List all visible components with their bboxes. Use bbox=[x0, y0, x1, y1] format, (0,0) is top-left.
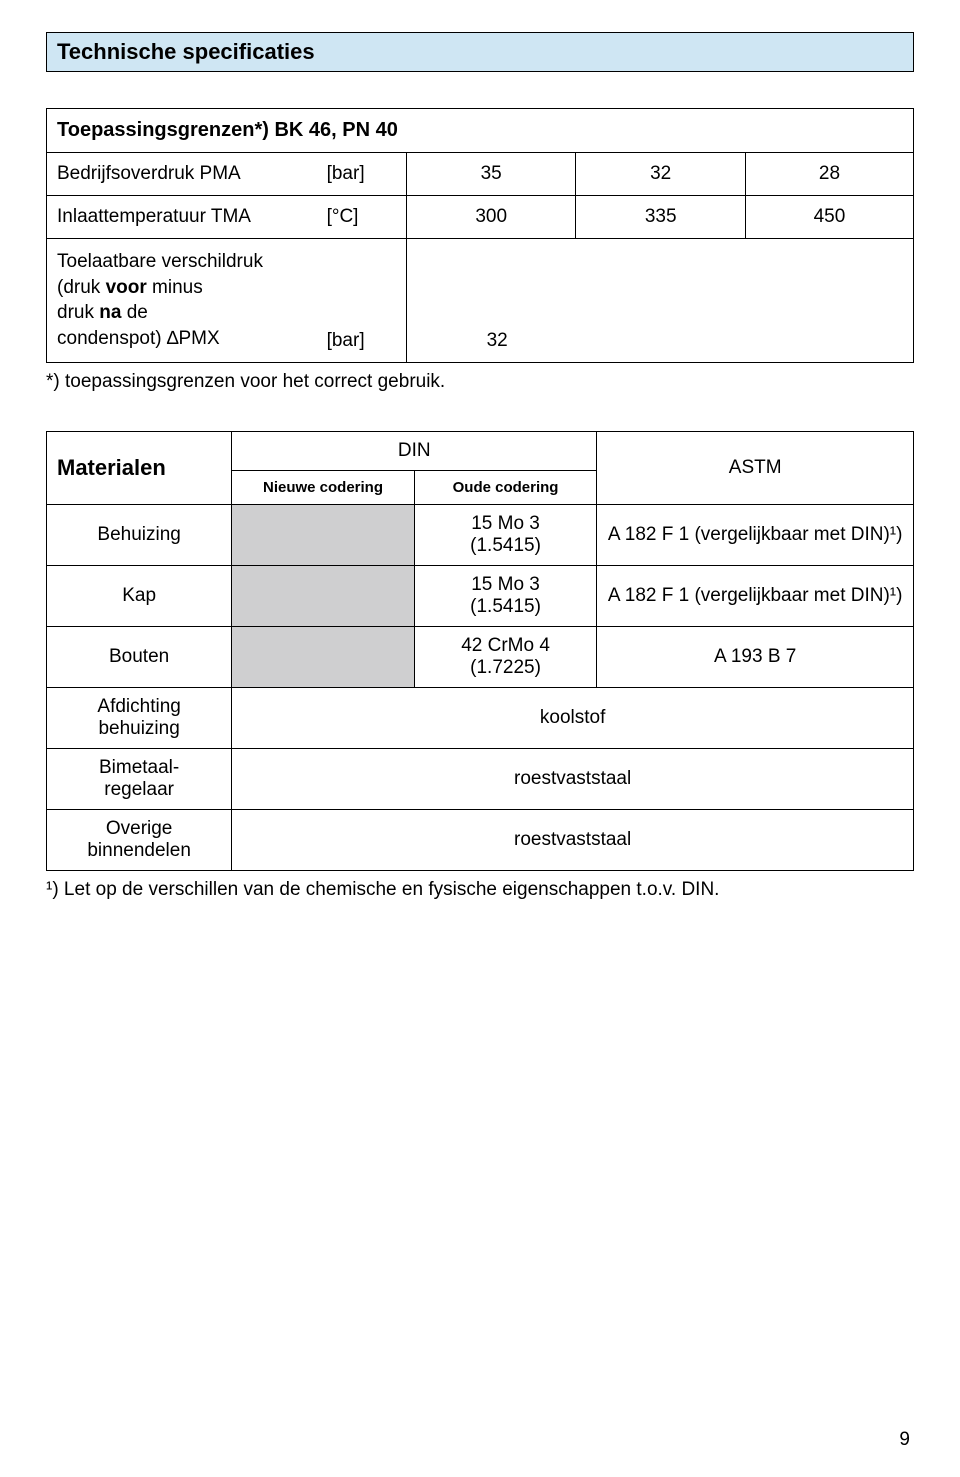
spec-row-unit: [°C] bbox=[317, 196, 407, 239]
mat-oude-l1: 15 Mo 3 bbox=[471, 513, 540, 534]
mat-astm: A 182 F 1 (vergelijkbaar met DIN)¹) bbox=[597, 504, 913, 565]
materials-table-wrapper: Materialen DIN ASTM Nieuwe codering Oude… bbox=[46, 431, 914, 871]
toelaat-bold-voor: voor bbox=[106, 277, 147, 298]
mat-oude: 42 CrMo 4 (1.7225) bbox=[414, 626, 597, 687]
mat-span-label-l1: Bimetaal- bbox=[99, 757, 179, 778]
mat-astm: A 193 B 7 bbox=[597, 626, 913, 687]
spec-toelaat-label: Toelaatbare verschildruk (druk voor minu… bbox=[47, 239, 317, 362]
spec-row-unit: [bar] bbox=[317, 153, 407, 196]
mat-oude-l2: (1.7225) bbox=[470, 657, 541, 678]
toelaat-line2-prefix: (druk bbox=[57, 277, 106, 298]
spec-toelaat-value: 32 bbox=[417, 330, 577, 352]
mat-oude-l2: (1.5415) bbox=[470, 535, 541, 556]
page: Technische specificaties Toepassingsgren… bbox=[0, 0, 960, 1477]
toelaat-line1: Toelaatbare verschildruk bbox=[57, 251, 263, 272]
spec-row-value: 35 bbox=[406, 153, 576, 196]
toelaat-line4: condenspot) ∆PMX bbox=[57, 328, 220, 349]
toelaat-bold-na: na bbox=[99, 302, 121, 323]
mat-label: Overige binnendelen bbox=[47, 809, 232, 870]
mat-oude-l1: 15 Mo 3 bbox=[471, 574, 540, 595]
spec-row-value: 300 bbox=[406, 196, 576, 239]
materials-row: Bouten 42 CrMo 4 (1.7225) A 193 B 7 bbox=[47, 626, 913, 687]
mat-span-value: koolstof bbox=[232, 687, 913, 748]
spec-toelaat-unit: [bar] bbox=[317, 239, 407, 362]
materials-heading: Materialen bbox=[47, 432, 232, 505]
mat-oude-l2: (1.5415) bbox=[470, 596, 541, 617]
materials-table: Materialen DIN ASTM Nieuwe codering Oude… bbox=[47, 432, 913, 870]
mat-span-label-l2: behuizing bbox=[98, 718, 179, 739]
spec-table: Toepassingsgrenzen*) BK 46, PN 40 Bedrij… bbox=[47, 109, 913, 362]
mat-label: Bimetaal- regelaar bbox=[47, 748, 232, 809]
materials-footnote: ¹) Let op de verschillen van de chemisch… bbox=[46, 879, 914, 901]
din-header: DIN bbox=[232, 432, 597, 471]
spec-toelaat-value-wrapper: 32 bbox=[406, 239, 913, 362]
spec-row-value: 28 bbox=[745, 153, 913, 196]
mat-label: Behuizing bbox=[47, 504, 232, 565]
mat-label: Kap bbox=[47, 565, 232, 626]
mat-blank bbox=[232, 565, 415, 626]
materials-row-span: Overige binnendelen roestvaststaal bbox=[47, 809, 913, 870]
mat-span-label-l1: Afdichting bbox=[97, 696, 180, 717]
mat-span-value: roestvaststaal bbox=[232, 809, 913, 870]
toelaat-line3-mid: de bbox=[121, 302, 147, 323]
spec-footnote: *) toepassingsgrenzen voor het correct g… bbox=[46, 371, 914, 393]
mat-oude-l1: 42 CrMo 4 bbox=[461, 635, 550, 656]
materials-row: Behuizing 15 Mo 3 (1.5415) A 182 F 1 (ve… bbox=[47, 504, 913, 565]
spec-heading: Toepassingsgrenzen*) BK 46, PN 40 bbox=[47, 109, 913, 153]
materials-row: Kap 15 Mo 3 (1.5415) A 182 F 1 (vergelij… bbox=[47, 565, 913, 626]
oude-codering-header: Oude codering bbox=[414, 470, 597, 504]
mat-astm: A 182 F 1 (vergelijkbaar met DIN)¹) bbox=[597, 565, 913, 626]
mat-label: Bouten bbox=[47, 626, 232, 687]
spec-row-value: 32 bbox=[576, 153, 746, 196]
mat-span-label-l2: binnendelen bbox=[87, 840, 191, 861]
astm-header: ASTM bbox=[597, 432, 913, 505]
mat-oude: 15 Mo 3 (1.5415) bbox=[414, 565, 597, 626]
toelaat-line2-mid: minus bbox=[147, 277, 203, 298]
spec-row-label: Inlaattemperatuur TMA bbox=[47, 196, 317, 239]
page-title: Technische specificaties bbox=[46, 32, 914, 72]
mat-blank bbox=[232, 626, 415, 687]
materials-row-span: Afdichting behuizing koolstof bbox=[47, 687, 913, 748]
materials-row-span: Bimetaal- regelaar roestvaststaal bbox=[47, 748, 913, 809]
spec-row-value: 450 bbox=[745, 196, 913, 239]
mat-label: Afdichting behuizing bbox=[47, 687, 232, 748]
mat-span-label-l2: regelaar bbox=[104, 779, 174, 800]
toelaat-line3-prefix: druk bbox=[57, 302, 99, 323]
nieuwe-codering-header: Nieuwe codering bbox=[232, 470, 415, 504]
page-number: 9 bbox=[899, 1429, 910, 1451]
spec-table-wrapper: Toepassingsgrenzen*) BK 46, PN 40 Bedrij… bbox=[46, 108, 914, 363]
mat-span-label-l1: Overige bbox=[106, 818, 173, 839]
spec-row-value: 335 bbox=[576, 196, 746, 239]
spec-row-label: Bedrijfsoverdruk PMA bbox=[47, 153, 317, 196]
mat-oude: 15 Mo 3 (1.5415) bbox=[414, 504, 597, 565]
mat-blank bbox=[232, 504, 415, 565]
mat-span-value: roestvaststaal bbox=[232, 748, 913, 809]
